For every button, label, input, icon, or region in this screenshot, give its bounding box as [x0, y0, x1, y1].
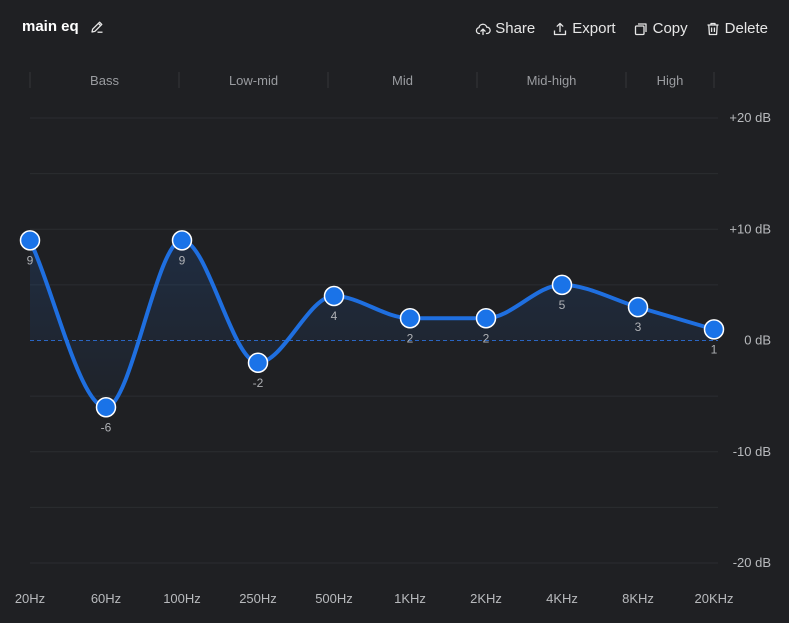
y-tick-label: -20 dB	[733, 555, 771, 570]
export-label: Export	[572, 20, 616, 37]
header: main eq Share Export	[0, 0, 789, 60]
toolbar: Share Export Copy Delete	[475, 20, 768, 37]
eq-point-handle[interactable]	[171, 230, 193, 251]
x-tick-label: 2KHz	[470, 591, 502, 606]
eq-point-value: 4	[331, 309, 338, 323]
eq-point-value: 2	[483, 331, 490, 345]
eq-point-handle[interactable]	[399, 308, 421, 329]
delete-button[interactable]: Delete	[705, 20, 768, 37]
x-tick-label: 250Hz	[239, 591, 277, 606]
share-button[interactable]: Share	[475, 20, 535, 37]
x-tick-label: 8KHz	[622, 591, 654, 606]
eq-point-handle[interactable]	[551, 274, 573, 296]
band-label: Low-mid	[229, 73, 278, 88]
y-tick-label: 0 dB	[744, 333, 771, 348]
eq-point-handle[interactable]	[323, 285, 345, 307]
eq-point-handle[interactable]	[247, 352, 269, 373]
curve-fill-area	[30, 240, 714, 408]
eq-point-handle[interactable]	[95, 397, 117, 418]
x-tick-label: 60Hz	[91, 591, 121, 606]
x-tick-label: 500Hz	[315, 591, 353, 606]
y-tick-label: +20 dB	[729, 110, 771, 125]
eq-point-handle[interactable]	[19, 230, 41, 251]
export-button[interactable]: Export	[552, 20, 616, 37]
x-tick-label: 4KHz	[546, 591, 578, 606]
eq-point-value: -6	[101, 420, 112, 434]
share-label: Share	[495, 20, 536, 37]
eq-curve	[28, 238, 716, 410]
pencil-icon[interactable]	[89, 19, 105, 35]
x-tick-label: 100Hz	[163, 591, 201, 606]
eq-point-handle[interactable]	[627, 296, 649, 318]
trash-icon	[707, 22, 719, 35]
preset-name: main eq	[22, 18, 79, 35]
eq-point-value: 9	[179, 253, 186, 267]
eq-point-value: 3	[635, 320, 642, 334]
y-tick-label: +10 dB	[729, 221, 771, 236]
copy-button[interactable]: Copy	[633, 20, 688, 37]
eq-point-value: 5	[559, 298, 566, 312]
x-tick-label: 1KHz	[394, 591, 426, 606]
export-icon	[554, 22, 567, 35]
delete-label: Delete	[724, 20, 768, 37]
cloud-upload-icon	[476, 23, 491, 35]
x-tick-label: 20KHz	[694, 591, 733, 606]
band-label: High	[657, 73, 684, 88]
copy-label: Copy	[652, 20, 688, 37]
eq-point-value: 1	[711, 342, 718, 356]
copy-icon	[634, 22, 647, 35]
y-tick-label: -10 dB	[733, 444, 771, 459]
eq-point-value: 2	[407, 331, 414, 345]
band-label: Mid	[392, 73, 413, 88]
eq-point-handle[interactable]	[475, 308, 497, 329]
eq-point-handle[interactable]	[703, 319, 725, 340]
x-tick-label: 20Hz	[15, 591, 45, 606]
preset-title-group: main eq	[22, 18, 105, 35]
band-label: Bass	[90, 73, 119, 88]
eq-point-value: -2	[253, 376, 264, 390]
eq-point-value: 9	[27, 253, 34, 267]
band-label: Mid-high	[527, 73, 577, 88]
